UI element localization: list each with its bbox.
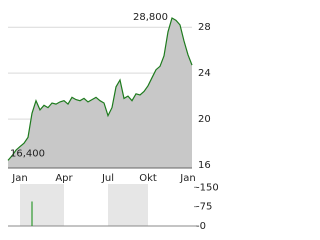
y-tick-label: -150 <box>196 182 219 193</box>
chart: -150 -75 -0 16 20 24 28 Jan Apr Jul Okt Jan 28,800 16… <box>7 12 219 232</box>
y-tick-label: 16 <box>198 160 211 171</box>
y-tick-label: 20 <box>198 114 211 125</box>
price-line <box>7 17 193 161</box>
y-tick-label: 24 <box>198 68 211 79</box>
min-annotation: 16,400 <box>10 148 45 159</box>
price-area <box>8 18 192 168</box>
x-tick-label: Jan <box>11 173 27 184</box>
y-tick-label: 28 <box>198 22 211 33</box>
x-tick-label: Jan <box>179 173 195 184</box>
y-tick-label: -0 <box>196 221 206 232</box>
x-tick-label: Okt <box>139 173 157 184</box>
volume-bar <box>31 201 33 226</box>
quarter-stripe <box>108 184 148 226</box>
y-tick-label: -75 <box>196 202 212 213</box>
x-tick-label: Apr <box>55 173 73 184</box>
quarter-stripe <box>20 184 64 226</box>
x-tick-label: Jul <box>101 173 114 184</box>
max-annotation: 28,800 <box>133 12 168 23</box>
